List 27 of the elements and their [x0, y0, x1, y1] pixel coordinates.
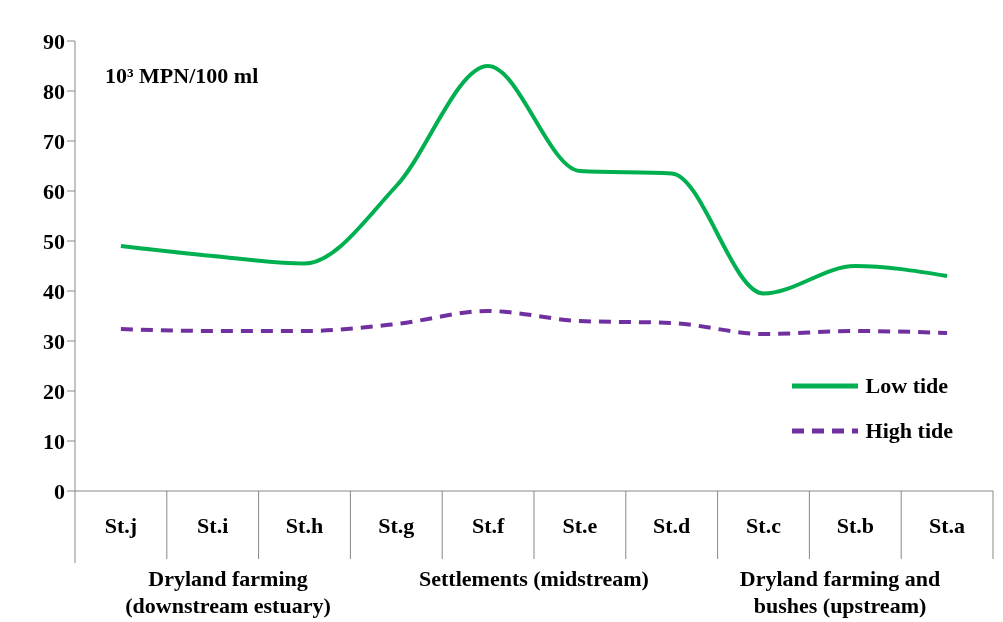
y-tick-label: 90 [43, 28, 65, 54]
y-tick-label: 60 [43, 178, 65, 204]
x-tick-label: St.f [471, 513, 505, 538]
y-tick-label: 30 [43, 328, 65, 354]
y-axis-title: 10³ MPN/100 ml [105, 63, 259, 88]
y-tick-label: 40 [43, 278, 65, 304]
legend-label: Low tide [865, 372, 949, 399]
y-tick-label: 80 [43, 78, 65, 104]
x-tick-label: St.g [378, 513, 415, 538]
y-tick-label: 0 [54, 478, 65, 504]
text: Dryland farming and bushes (upstream) [738, 565, 942, 619]
x-tick-label: St.b [836, 513, 874, 538]
x-tick-label: St.j [104, 513, 138, 538]
y-tick-label: 70 [43, 128, 65, 154]
x-tick-label: St.h [285, 513, 324, 538]
y-tick-label: 20 [43, 378, 65, 404]
x-tick-label: St.d [653, 513, 691, 538]
line-series [118, 309, 950, 336]
text: Dryland farming (downstream estuary) [124, 565, 332, 619]
text: Settlements (midstream) [418, 565, 650, 592]
x-tick-label: St.a [929, 513, 966, 538]
x-tick-label: St.e [562, 513, 598, 538]
y-tick-label: 10 [43, 428, 65, 454]
legend-label: High tide [865, 417, 953, 444]
x-tick-label: St.i [197, 513, 229, 538]
x-tick-label: St.c [746, 513, 782, 538]
y-tick-label: 50 [43, 228, 65, 254]
